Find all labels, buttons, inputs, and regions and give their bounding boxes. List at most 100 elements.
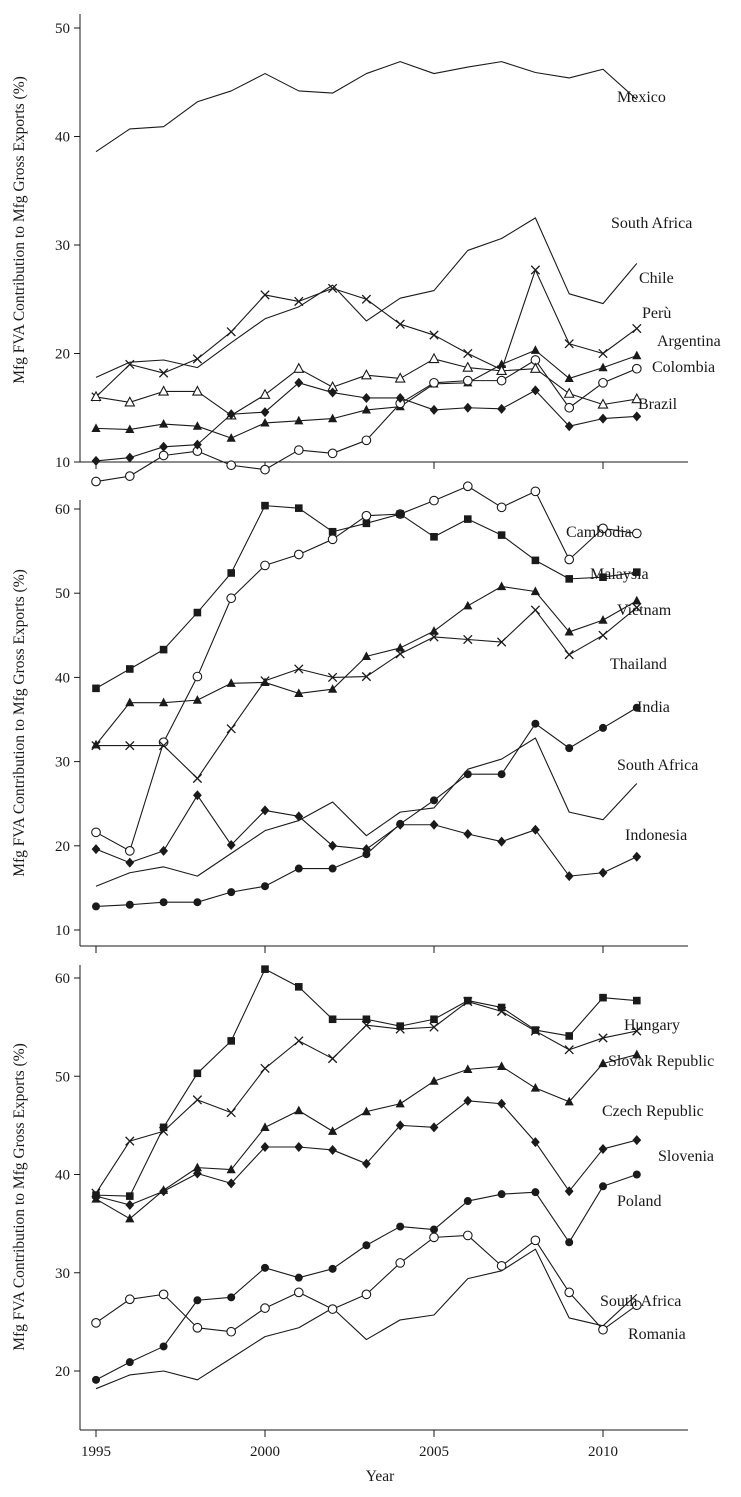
data-point: [227, 1037, 235, 1045]
data-point: [192, 695, 202, 704]
y-tick-label: 60: [55, 502, 70, 518]
data-point: [598, 1033, 608, 1043]
data-point: [90, 390, 102, 402]
data-point: [632, 350, 642, 360]
data-point: [293, 362, 305, 373]
data-point: [124, 846, 135, 856]
data-point: [464, 996, 472, 1005]
data-point: [328, 684, 338, 693]
y-tick-label: 10: [55, 455, 70, 471]
data-point: [125, 452, 135, 463]
data-point: [395, 1024, 405, 1034]
data-point: [598, 1058, 608, 1068]
data-point: [125, 424, 135, 434]
data-point: [293, 549, 304, 560]
data-point: [632, 1049, 642, 1059]
data-point: [294, 1141, 304, 1152]
data-point: [193, 439, 202, 450]
chart-panel-3: 20 30 40 50 60 1995 2000 2005 2010 Mfg FVA Contri…: [11, 965, 714, 1485]
series-line-poland: [95, 1173, 637, 1381]
series-label-poland: Poland: [617, 1193, 661, 1210]
data-point: [361, 1289, 372, 1300]
data-point: [327, 534, 338, 545]
data-point: [564, 373, 574, 383]
data-point: [362, 519, 371, 528]
data-point: [158, 1289, 169, 1300]
y-tick-label: 50: [55, 586, 70, 602]
data-point: [328, 1126, 338, 1135]
data-point: [158, 368, 169, 378]
data-point: [598, 413, 608, 424]
data-point: [294, 415, 304, 425]
data-point: [294, 811, 304, 822]
series-label-peru: Perù: [642, 305, 671, 322]
data-point: [193, 1296, 202, 1305]
series-label-czech-republic: Czech Republic: [602, 1103, 704, 1120]
data-point: [193, 790, 202, 801]
data-point: [598, 348, 608, 359]
data-point: [192, 1095, 203, 1105]
data-point: [294, 296, 304, 307]
data-point: [125, 1358, 134, 1367]
series-label-indonesia: Indonesia: [625, 827, 687, 844]
data-point: [598, 630, 608, 640]
series-line-romania: [95, 1234, 638, 1333]
data-point: [124, 396, 136, 407]
data-point: [531, 719, 540, 728]
chart-panel-1: 10 20 30 40 50 Mfg FVA Contribution to Mfg Gr…: [11, 14, 721, 487]
data-point: [530, 1083, 540, 1092]
series-label-colombia: Colombia: [652, 359, 715, 376]
data-point: [261, 501, 269, 510]
data-point: [260, 1303, 270, 1313]
data-point: [125, 740, 135, 751]
series-label-hungary: Hungary: [624, 1017, 680, 1034]
data-point: [496, 502, 507, 513]
series-malaysia: [92, 501, 641, 693]
data-point: [361, 404, 371, 414]
data-point: [226, 1164, 236, 1174]
data-point: [531, 1188, 540, 1197]
data-point: [259, 388, 271, 399]
data-point: [497, 403, 506, 414]
data-point: [463, 600, 473, 610]
series-line-cambodia: [95, 485, 637, 852]
data-point: [261, 882, 269, 891]
data-point: [91, 739, 101, 749]
data-point: [395, 1120, 405, 1131]
series-romania: [91, 1230, 642, 1337]
data-point: [632, 1170, 641, 1179]
data-point: [295, 504, 303, 512]
data-point: [463, 402, 473, 413]
data-point: [496, 375, 507, 386]
data-point: [192, 773, 203, 784]
series-label-romania: Romania: [628, 1326, 686, 1343]
data-point: [430, 796, 438, 805]
data-point: [530, 486, 541, 497]
data-point: [396, 510, 404, 518]
data-point: [632, 1026, 642, 1036]
series-label-india: India: [637, 699, 670, 716]
data-point: [599, 993, 607, 1002]
series-south-africa: [95, 1248, 638, 1390]
series-south-africa: [95, 217, 638, 378]
data-point: [92, 902, 100, 911]
data-point: [599, 723, 607, 732]
y-axis-label: Mfg FVA Contribution to Mfg Gross Export…: [11, 1043, 28, 1351]
series-poland: [92, 1170, 641, 1384]
data-point: [496, 1261, 507, 1271]
data-point: [192, 671, 203, 682]
data-point: [226, 593, 237, 604]
data-point: [462, 361, 474, 372]
data-point: [260, 407, 270, 418]
data-point: [91, 1318, 101, 1328]
y-tick-label: 20: [55, 839, 70, 855]
data-point: [327, 672, 338, 683]
data-point: [632, 703, 641, 712]
data-point: [463, 348, 473, 359]
data-point: [598, 615, 608, 624]
data-point: [328, 840, 337, 851]
series-chile: [91, 265, 642, 402]
data-point: [463, 770, 472, 779]
data-point: [597, 398, 609, 409]
